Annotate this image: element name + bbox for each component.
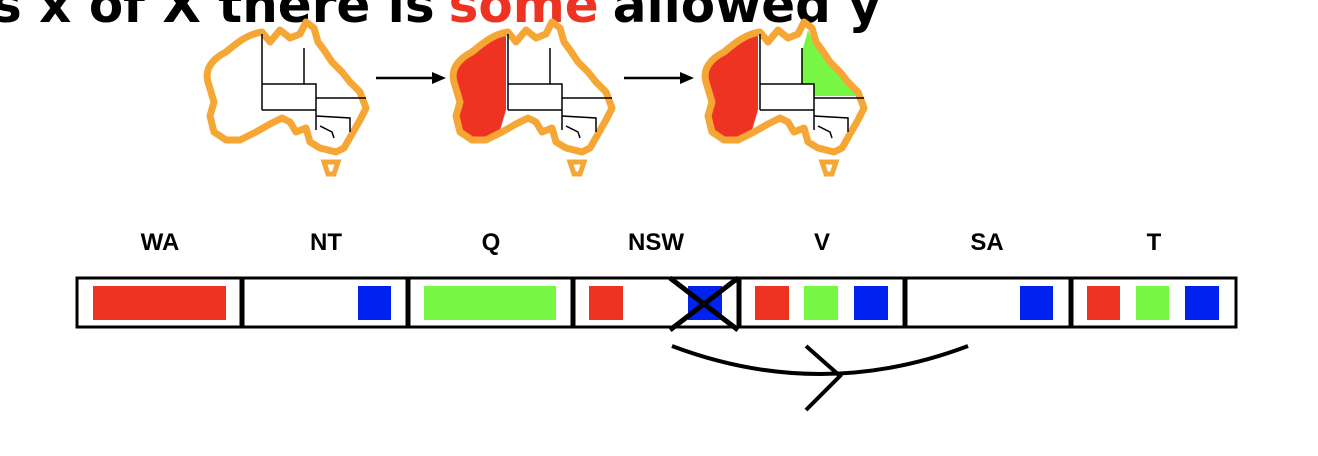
nt-blue-value [358,286,391,320]
title-suffix: allowed y [613,0,881,34]
var-label-wa: WA [141,229,180,256]
arc-arrowhead [804,344,843,412]
var-label-sa: SA [970,229,1003,256]
t-blue-value [1185,286,1219,320]
arrowhead-1 [432,72,446,84]
nsw-blue-removed-cross [668,276,740,332]
var-label-t: T [1147,229,1162,256]
nsw-red-value [589,286,623,320]
map-wa-red [453,22,612,174]
v-red-value [755,286,789,320]
map-wa-red-q-green [705,22,864,174]
domain-cell-q [407,276,574,329]
var-label-v: V [814,229,830,256]
domain-cell-wa [75,276,243,329]
t-green-value [1136,286,1169,320]
q-green-value [424,286,556,320]
domain-cell-sa [904,276,1072,329]
title-prefix: s x of X there is [0,0,435,34]
var-label-q: Q [482,229,501,256]
sa-blue-value [1020,286,1053,320]
arrowhead-2 [680,72,694,84]
map-uncolored [207,22,366,174]
domain-cell-v [738,276,906,329]
v-green-value [804,286,838,320]
domain-cell-t [1070,276,1238,329]
slide-title: s x of X there is some allowed y [0,0,881,34]
domain-row [75,276,1238,329]
wa-red-value [93,286,226,320]
var-label-nt: NT [310,229,342,256]
var-label-nsw: NSW [628,229,684,256]
v-blue-value [854,286,888,320]
t-red-value [1087,286,1120,320]
domain-cell-nt [241,276,409,329]
arc-curve [671,344,969,376]
domain-cell-nsw [572,276,740,329]
